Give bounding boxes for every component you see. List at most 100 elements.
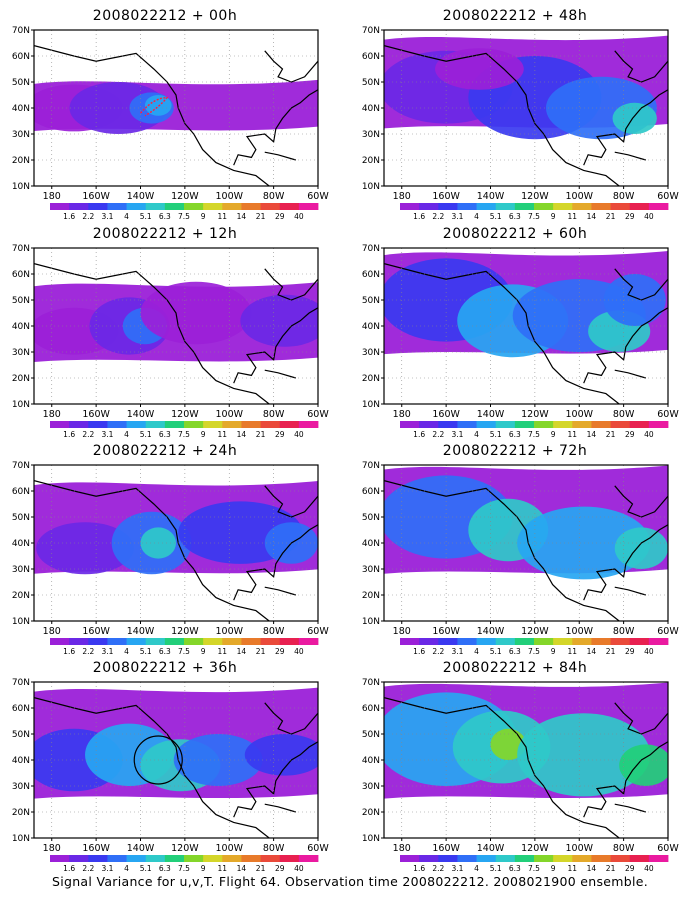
- colorbar-label: 9: [201, 647, 206, 656]
- colorbar-swatch: [534, 203, 554, 210]
- lat-tick-label: 20N: [12, 156, 30, 166]
- lat-tick-label: 70N: [362, 26, 380, 36]
- coastline: [34, 480, 318, 621]
- panel-title: 2008022212 + 36h: [92, 660, 238, 676]
- coastline: [384, 263, 668, 404]
- colorbar-swatch: [419, 421, 439, 428]
- map-panel-72h: 2008022212 + 72h 180 160W 140W 120W 100W 80W 60…: [350, 443, 680, 660]
- colorbar-swatch: [610, 203, 631, 210]
- colorbar-label: 11: [218, 647, 228, 656]
- colorbar-swatch: [69, 203, 89, 210]
- colorbar-swatch: [88, 855, 108, 862]
- colorbar-label: 7.5: [528, 212, 540, 221]
- map-panel-12h: 2008022212 + 12h 180 160W 140W 120W 100W 80W 60…: [0, 226, 330, 443]
- lon-tick-label: 140W: [477, 409, 505, 420]
- lon-tick-label: 160W: [432, 409, 460, 420]
- variance-contour: [140, 281, 252, 345]
- colorbar-label: 6.3: [159, 212, 171, 221]
- colorbar-label: 40: [294, 212, 304, 221]
- lat-tick-label: 40N: [12, 756, 30, 766]
- variance-map: 180 160W 140W 120W 100W 80W 60W 70N 60N 50N 40N 30N…: [362, 461, 680, 656]
- variance-map: 180 160W 140W 120W 100W 80W 60W 70N 60N 50N 40N 30N…: [12, 461, 330, 656]
- colorbar-swatch: [298, 421, 319, 428]
- colorbar-label: 3.1: [101, 430, 113, 439]
- colorbar-label: 1.6: [413, 647, 425, 656]
- colorbar-swatch: [184, 855, 204, 862]
- colorbar-label: 40: [644, 212, 654, 221]
- lon-tick-label: 140W: [127, 191, 155, 202]
- lat-tick-label: 10N: [362, 182, 380, 192]
- variance-field: [384, 465, 668, 621]
- lat-tick-label: 20N: [362, 156, 380, 166]
- colorbar-swatch: [610, 421, 631, 428]
- colorbar-label: 2.2: [432, 430, 444, 439]
- colorbar-swatch: [88, 203, 108, 210]
- colorbar-label: 21: [606, 430, 616, 439]
- colorbar-swatch: [260, 638, 281, 645]
- lon-tick-label: 120W: [521, 843, 549, 854]
- colorbar-swatch: [534, 855, 554, 862]
- colorbar-label: 7.5: [178, 647, 190, 656]
- colorbar-swatch: [400, 638, 420, 645]
- colorbar-swatch: [203, 203, 223, 210]
- colorbar-label: 11: [568, 212, 578, 221]
- lon-tick-label: 100W: [215, 626, 243, 637]
- colorbar-swatch: [126, 855, 147, 862]
- lat-tick-label: 50N: [12, 730, 30, 740]
- colorbar-swatch: [145, 855, 166, 862]
- colorbar-label: 2.2: [82, 647, 94, 656]
- lon-tick-label: 100W: [215, 191, 243, 202]
- colorbar-label: 1.6: [63, 864, 75, 873]
- colorbar-swatch: [476, 638, 497, 645]
- colorbar-label: 4: [474, 430, 479, 439]
- lon-tick-label: 140W: [477, 191, 505, 202]
- colorbar-swatch: [610, 638, 631, 645]
- lat-tick-label: 10N: [12, 182, 30, 192]
- colorbar-swatch: [88, 638, 108, 645]
- colorbar-swatch: [184, 203, 204, 210]
- lat-tick-label: 60N: [12, 52, 30, 62]
- lat-tick-label: 60N: [362, 270, 380, 280]
- variance-contour: [614, 527, 668, 569]
- lat-tick-label: 20N: [12, 374, 30, 384]
- observation-track: [139, 96, 169, 117]
- colorbar-label: 29: [625, 647, 635, 656]
- colorbar-label: 11: [568, 864, 578, 873]
- colorbar-label: 3.1: [451, 647, 463, 656]
- colorbar-label: 6.3: [509, 430, 521, 439]
- lon-tick-label: 60W: [657, 843, 679, 854]
- variance-contour: [619, 744, 668, 787]
- colorbar-swatch: [69, 855, 89, 862]
- colorbar-swatch: [495, 421, 516, 428]
- lon-tick-label: 100W: [215, 843, 243, 854]
- lat-tick-label: 70N: [12, 244, 30, 254]
- lat-tick-label: 30N: [362, 782, 380, 792]
- colorbar-swatch: [591, 855, 611, 862]
- colorbar-label: 7.5: [178, 212, 190, 221]
- variance-contour: [517, 506, 651, 580]
- colorbar-label: 14: [587, 212, 597, 221]
- lat-tick-label: 10N: [362, 400, 380, 410]
- lat-tick-label: 70N: [362, 678, 380, 688]
- colorbar-label: 3.1: [101, 647, 113, 656]
- lon-tick-label: 120W: [171, 843, 199, 854]
- colorbar-label: 14: [237, 430, 247, 439]
- colorbar: 1.6 2.2 3.1 4 5.1 6.3 7.5 9 11 14 21 29 40: [400, 421, 669, 439]
- colorbar-label: 1.6: [413, 430, 425, 439]
- colorbar-label: 4: [124, 430, 129, 439]
- lon-tick-label: 120W: [521, 626, 549, 637]
- variance-contour: [36, 522, 134, 575]
- lon-tick-label: 180: [43, 626, 61, 637]
- colorbar-label: 9: [201, 212, 206, 221]
- colorbar-swatch: [164, 638, 185, 645]
- colorbar-swatch: [164, 855, 185, 862]
- colorbar-swatch: [126, 203, 147, 210]
- colorbar-label: 40: [294, 647, 304, 656]
- colorbar-swatch: [400, 203, 420, 210]
- lat-tick-label: 50N: [362, 78, 380, 88]
- panel-title: 2008022212 + 24h: [92, 443, 238, 459]
- lat-tick-label: 40N: [362, 322, 380, 332]
- colorbar-label: 9: [551, 430, 556, 439]
- lat-tick-label: 50N: [12, 513, 30, 523]
- colorbar-swatch: [222, 421, 242, 428]
